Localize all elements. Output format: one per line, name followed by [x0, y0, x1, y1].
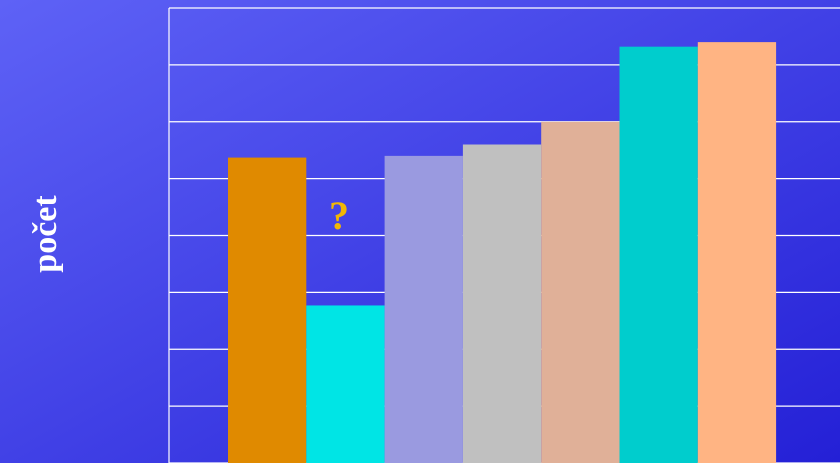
- bar: [228, 157, 307, 463]
- bar: [306, 305, 385, 463]
- bar: [541, 121, 620, 463]
- bar: [697, 42, 777, 463]
- y-axis-label: počet: [27, 195, 64, 273]
- bars: [228, 42, 777, 463]
- bar: [384, 155, 463, 463]
- bar: [619, 46, 698, 463]
- annotation: ?: [329, 193, 349, 238]
- bar: [462, 144, 542, 463]
